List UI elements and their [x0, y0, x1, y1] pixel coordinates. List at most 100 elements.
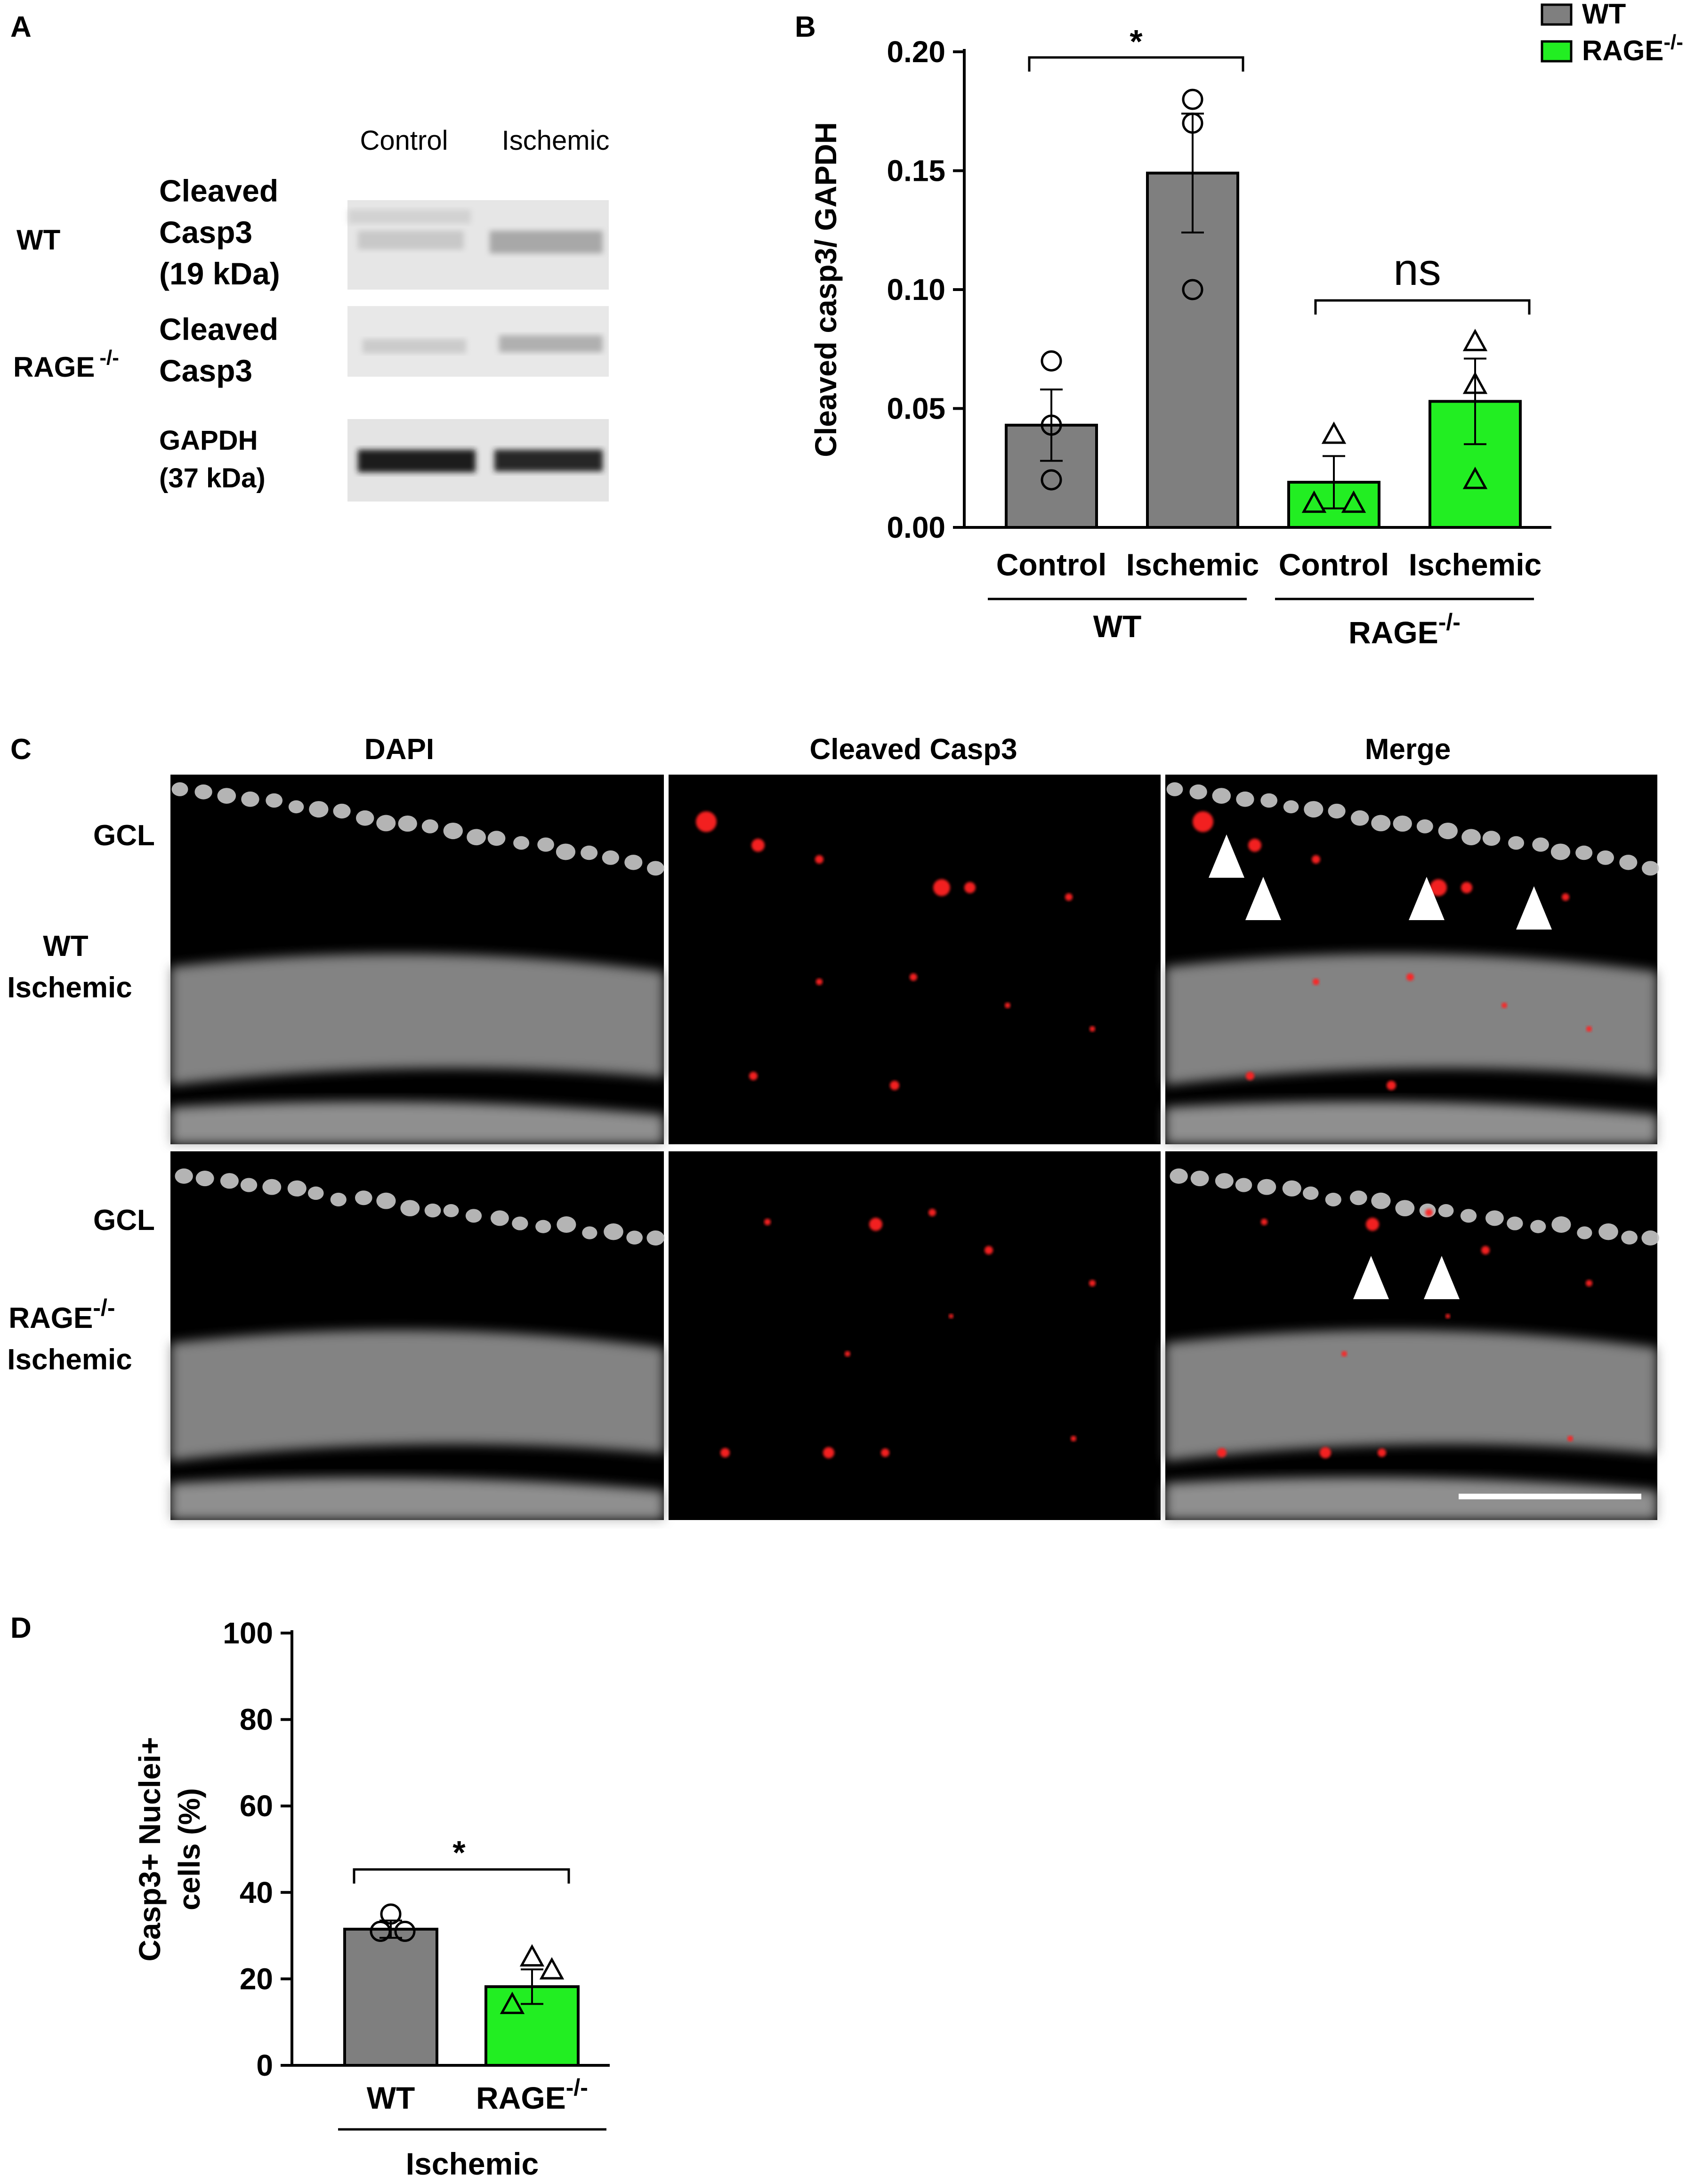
nucleus: [1235, 1178, 1252, 1192]
row1-label-line1: WT: [43, 930, 89, 963]
nucleus: [1260, 793, 1278, 808]
nucleus: [1597, 850, 1614, 865]
blot2-label-line2: Casp3: [159, 353, 252, 388]
sig-label-wt: *: [1130, 23, 1143, 60]
chart-d: 0 20 40 60 80 100 Casp3+ Nuclei+ cells (%) WT RAG…: [133, 1616, 610, 2115]
legend-label-rage: RAGE-/-: [1582, 31, 1683, 66]
nucleus: [241, 791, 259, 807]
panel-b: B 0.00 0.05 0.10 0.15 0.20 Cleaved casp3/ GAP…: [795, 0, 1683, 650]
blot-cleaved-casp3-rage: [347, 306, 609, 377]
nucleus: [356, 810, 374, 826]
casp3-punctum: [1246, 1072, 1254, 1080]
casp3-punctum: [823, 1447, 834, 1458]
casp3-punctum: [881, 1448, 889, 1457]
arrowhead-marker: [1245, 877, 1281, 920]
micrograph-r1-c2: [669, 775, 1161, 1144]
data-point-d: [394, 1920, 416, 1942]
y-tick-label-d: 40: [240, 1876, 273, 1909]
casp3-punctum: [1217, 1448, 1227, 1457]
nucleus: [582, 1226, 597, 1239]
row2-label-line1-text: RAGE: [8, 1302, 93, 1335]
nucleus: [512, 1216, 528, 1230]
blot-col-control: Control: [360, 125, 448, 156]
casp3-punctum: [1312, 855, 1320, 864]
nucleus: [171, 782, 188, 796]
legend-swatch-wt: [1541, 3, 1573, 26]
blot3-label-line1: GAPDH: [159, 425, 258, 456]
nucleus: [647, 861, 664, 876]
casp3-punctum: [933, 879, 950, 896]
x-tick-label-b: Control: [996, 547, 1107, 582]
blot-gapdh: [347, 419, 609, 502]
nucleus: [1166, 782, 1183, 796]
nucleus: [1532, 837, 1549, 852]
blot-row-rage-sup: -/-: [99, 346, 119, 369]
nucleus: [1507, 1216, 1523, 1230]
nucleus: [288, 800, 304, 814]
group-label-ischemic: Ischemic: [406, 2146, 539, 2181]
nucleus: [1328, 803, 1346, 819]
y-tick-label-d: 80: [240, 1703, 273, 1737]
nucleus: [1438, 822, 1458, 840]
nucleus: [1212, 788, 1231, 804]
micrograph-bg: [669, 775, 1161, 1144]
nucleus: [1350, 1190, 1367, 1205]
blot1-label: Cleaved Casp3 (19 kDa): [159, 173, 287, 291]
nucleus: [308, 1186, 324, 1200]
nucleus: [604, 1223, 623, 1240]
row2-label-sup: -/-: [93, 1294, 115, 1321]
nucleus: [557, 1216, 576, 1233]
casp3-punctum: [1065, 893, 1073, 901]
row1-label-line2: Ischemic: [7, 971, 132, 1004]
data-point-b: [1321, 421, 1347, 444]
micrograph-r2-c1: [170, 1151, 665, 1520]
data-point-b: [1182, 89, 1203, 110]
casp3-punctum: [1501, 1003, 1507, 1008]
nucleus: [487, 831, 506, 846]
casp3-punctum: [751, 839, 765, 852]
data-point-d: [370, 1920, 391, 1942]
nucleus: [646, 1230, 665, 1246]
blot-col-ischemic: Ischemic: [502, 125, 610, 156]
nucleus: [443, 822, 463, 840]
y-tick-label-b: 0.15: [887, 154, 945, 188]
y-tick-label-d: 0: [256, 2048, 273, 2082]
casp3-punctum: [985, 1246, 993, 1254]
nucleus: [467, 829, 486, 846]
blot-row-wt: WT: [16, 224, 60, 256]
col-header-merge: Merge: [1365, 733, 1451, 766]
nucleus: [1621, 1230, 1638, 1245]
outer-nuclear-layer: [1165, 1101, 1657, 1144]
nucleus: [398, 815, 417, 832]
panel-letter-c: C: [10, 733, 32, 766]
casp3-punctum: [1562, 893, 1569, 901]
nucleus: [1257, 1179, 1276, 1195]
casp3-punctum: [1425, 1209, 1433, 1216]
casp3-punctum: [1248, 839, 1261, 852]
outer-nuclear-layer: [170, 1101, 664, 1144]
outer-nuclear-layer: [1165, 1477, 1657, 1520]
casp3-punctum: [910, 973, 917, 981]
casp3-punctum: [1586, 1026, 1592, 1032]
nucleus: [424, 1203, 441, 1218]
x-tick-label-d: RAGE-/-: [476, 2074, 588, 2115]
bar-d: [343, 1927, 438, 2067]
nucleus: [400, 1200, 420, 1217]
inner-nuclear-layer: [170, 1330, 664, 1461]
nucleus: [626, 1230, 643, 1245]
x-tick-label-b: Ischemic: [1409, 547, 1542, 582]
casp3-punctum: [1320, 1447, 1331, 1458]
nucleus: [1508, 836, 1525, 850]
micrograph-r2-c2: [669, 1151, 1161, 1520]
nucleus: [1416, 819, 1433, 833]
nucleus: [1460, 1209, 1477, 1223]
sig-bracket-d: [353, 1868, 570, 1884]
inner-nuclear-layer: [1165, 954, 1657, 1085]
row2-label: RAGE-/- Ischemic: [7, 1290, 132, 1376]
nucleus: [1530, 1220, 1546, 1233]
x-tick-label-b: Ischemic: [1126, 547, 1259, 582]
data-point-b: [1182, 113, 1203, 134]
sig-label-d: *: [452, 1834, 466, 1871]
nucleus: [287, 1180, 307, 1197]
